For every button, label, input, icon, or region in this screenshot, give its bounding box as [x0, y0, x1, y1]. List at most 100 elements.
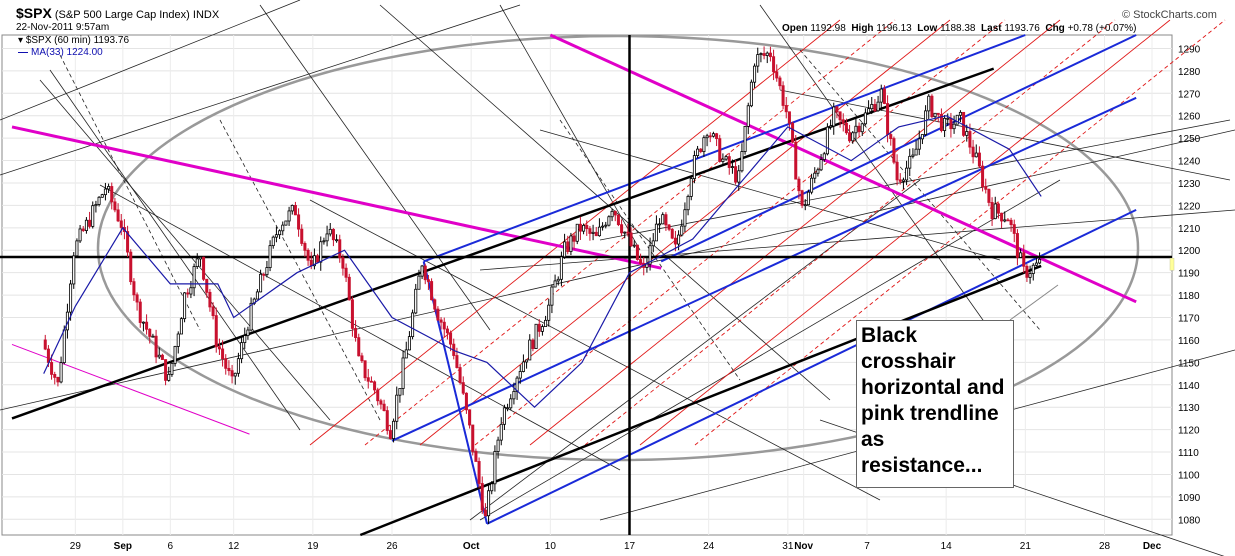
candle-body — [613, 210, 617, 216]
gann-line — [479, 179, 1061, 521]
candle-body — [350, 299, 354, 329]
candle-body — [648, 245, 652, 265]
candle-body — [474, 451, 478, 462]
candle-body — [971, 146, 975, 158]
candle-body — [829, 125, 833, 128]
x-tick-label: 7 — [864, 541, 870, 552]
candle-body — [271, 236, 275, 247]
candle-body — [949, 117, 953, 130]
low-value: 1188.38 — [940, 23, 976, 34]
y-tick-label: 1080 — [1178, 515, 1201, 526]
index-name: (S&P 500 Large Cap Index) — [54, 9, 190, 21]
candle-body — [354, 328, 358, 339]
candle-body — [236, 358, 240, 374]
gann-line — [309, 199, 881, 501]
candle-body — [892, 138, 896, 163]
candle-body — [743, 125, 747, 152]
candle-body — [325, 233, 329, 242]
candle-body — [667, 224, 671, 230]
candle-body — [604, 224, 608, 227]
candle-body — [582, 224, 586, 232]
candle-body — [192, 266, 196, 289]
candle-body — [882, 88, 886, 104]
candle-body — [259, 273, 263, 293]
candle-body — [75, 240, 79, 257]
candle-body — [540, 326, 544, 332]
y-tick-label: 1100 — [1178, 470, 1200, 481]
candle-body — [544, 319, 548, 327]
trendline-blue-upper-channel-2 — [660, 34, 1137, 263]
candle-body — [870, 104, 874, 110]
candle-body — [645, 263, 649, 268]
candle-body — [939, 114, 943, 131]
candle-body — [379, 400, 383, 405]
candle-body — [566, 241, 570, 252]
price-legend: ▾ $SPX (60 min) 1193.76 — [18, 35, 130, 46]
candle-body — [635, 244, 639, 260]
y-tick-label: 1180 — [1178, 291, 1200, 302]
candle-body — [990, 202, 994, 220]
candle-body — [987, 188, 991, 203]
last-price-marker — [1169, 257, 1175, 271]
candle-body — [553, 280, 557, 288]
candle-body — [800, 190, 804, 206]
candle-body — [414, 288, 418, 314]
candle-body — [369, 380, 373, 383]
candle-body — [487, 490, 491, 517]
x-tick-label: 26 — [386, 541, 398, 552]
candle-body — [718, 138, 722, 162]
candle-body — [50, 362, 54, 375]
candle-body — [407, 336, 411, 351]
candle-body — [293, 204, 297, 216]
candle-body — [924, 110, 928, 135]
y-tick-label: 1120 — [1178, 426, 1200, 437]
y-tick-label: 1210 — [1178, 224, 1201, 235]
candle-body — [230, 370, 234, 377]
candle-body — [765, 52, 769, 56]
gann-line — [479, 209, 1235, 271]
candle-body — [886, 103, 890, 135]
candle-body — [601, 225, 605, 228]
y-tick-label: 1280 — [1178, 67, 1201, 78]
candle-body — [398, 388, 402, 396]
candle-body — [525, 359, 529, 363]
candle-body — [784, 105, 788, 113]
candle-body — [338, 239, 342, 259]
y-tick-label: 1290 — [1178, 44, 1201, 55]
y-tick-label: 1250 — [1178, 134, 1201, 145]
candle-body — [281, 224, 285, 232]
x-tick-label: 31 — [782, 541, 794, 552]
gann-line — [779, 89, 1231, 181]
y-tick-label: 1270 — [1178, 89, 1201, 100]
candle-body — [471, 424, 475, 452]
candle-body — [734, 166, 738, 183]
candle-body — [822, 153, 826, 160]
candle-body — [702, 137, 706, 153]
candle-body — [148, 328, 152, 337]
candle-body — [996, 203, 1000, 214]
candle-body — [306, 249, 310, 261]
candle-body — [585, 224, 589, 230]
candle-body — [164, 359, 168, 381]
candle-body — [43, 339, 47, 350]
candle-body — [578, 223, 582, 232]
candle-body — [901, 179, 905, 182]
x-tick-label: Oct — [463, 541, 480, 552]
candle-body — [512, 391, 516, 400]
candle-body — [464, 392, 468, 411]
candle-body — [873, 104, 877, 112]
candle-body — [243, 335, 247, 344]
candle-body — [851, 132, 855, 142]
candle-body — [594, 231, 598, 237]
candle-body — [401, 357, 405, 389]
ma-legend-swatch — [18, 51, 28, 53]
exchange: INDX — [192, 9, 220, 21]
red-channel-line — [694, 19, 1226, 446]
candle-body — [803, 204, 807, 207]
candle-body — [686, 195, 690, 211]
candle-body — [680, 225, 684, 236]
candle-body — [490, 483, 494, 492]
candle-body — [689, 178, 693, 197]
candle-body — [626, 231, 630, 234]
candle-body — [297, 214, 301, 230]
